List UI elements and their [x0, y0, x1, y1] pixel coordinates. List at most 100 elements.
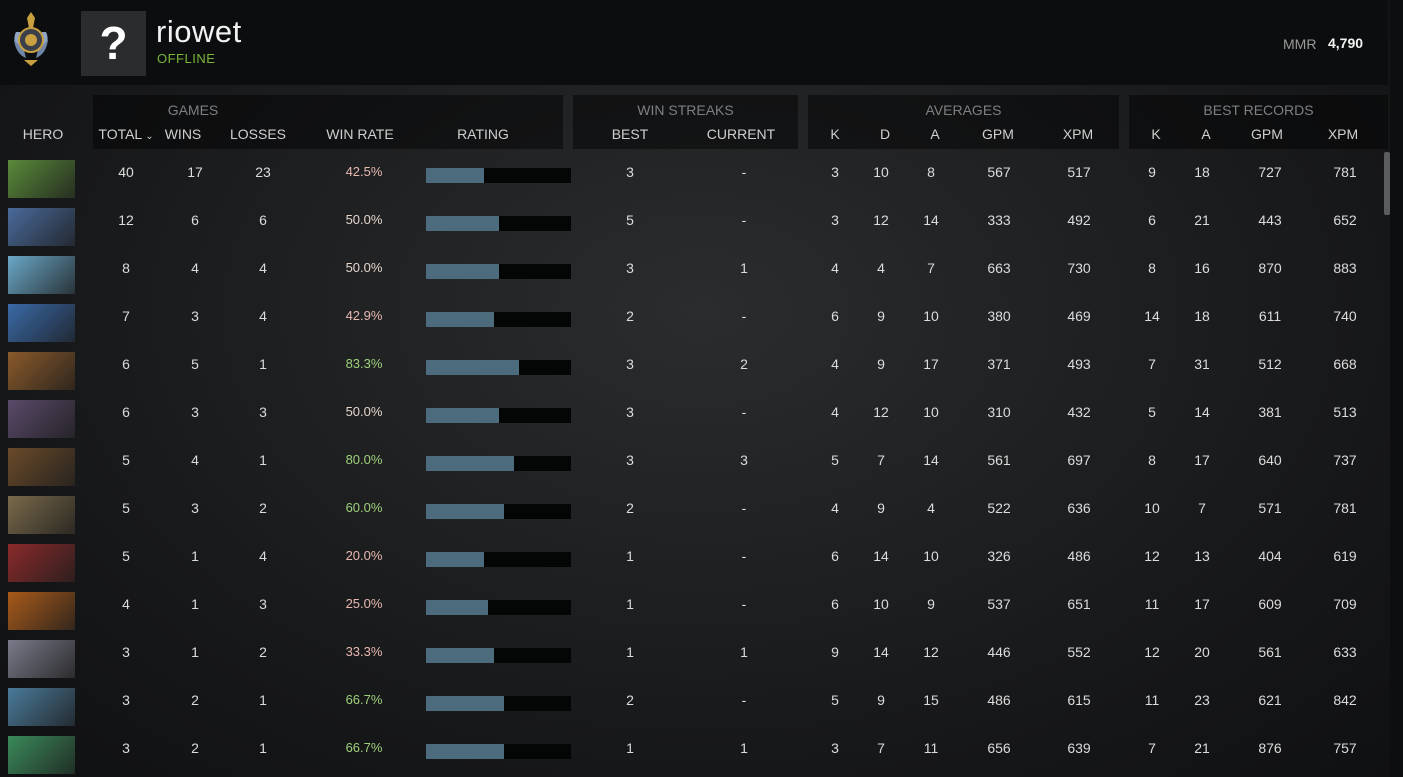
cell-best: 1 [626, 740, 634, 756]
table-row[interactable]: 5 4 1 80.0% 3 3 5 7 14 561 697 8 17 640 737 [0, 440, 1388, 488]
cell-d: 10 [873, 164, 889, 180]
col-header-best-streak[interactable]: BEST [611, 126, 649, 142]
hero-portrait[interactable] [8, 544, 75, 582]
cell-total: 12 [118, 212, 134, 228]
table-row[interactable]: 6 3 3 50.0% 3 - 4 12 10 310 432 5 14 381 513 [0, 392, 1388, 440]
cell-losses: 4 [259, 548, 267, 564]
table-row[interactable]: 8 4 4 50.0% 3 1 4 4 7 663 730 8 16 870 883 [0, 248, 1388, 296]
cell-a: 8 [927, 164, 935, 180]
cell-gpm: 380 [987, 308, 1011, 324]
cell-xpm: 639 [1067, 740, 1091, 756]
hero-portrait[interactable] [8, 304, 75, 342]
cell-k: 3 [831, 740, 839, 756]
cell-total: 3 [122, 692, 130, 708]
cell-a: 4 [927, 500, 935, 516]
table-row[interactable]: 40 17 23 42.5% 3 - 3 10 8 567 517 9 18 727 781 [0, 152, 1388, 200]
col-header-win-rate[interactable]: WIN RATE [326, 126, 394, 142]
col-header-best-a[interactable]: A [1201, 126, 1211, 142]
rating-bar-fill [426, 216, 499, 231]
cell-losses: 23 [255, 164, 271, 180]
hero-portrait[interactable] [8, 496, 75, 534]
table-row[interactable]: 3 1 2 33.3% 1 1 9 14 12 446 552 12 20 561 633 [0, 632, 1388, 680]
col-header-avg-xpm[interactable]: XPM [1062, 126, 1094, 142]
cell-current: - [741, 164, 747, 180]
cell-current: - [741, 596, 747, 612]
rating-bar-fill [426, 648, 495, 663]
avatar[interactable]: ? [81, 11, 146, 76]
hero-portrait[interactable] [8, 592, 75, 630]
rating-bar [426, 648, 571, 663]
cell-losses: 2 [259, 500, 267, 516]
table-row[interactable]: 4 1 3 25.0% 1 - 6 10 9 537 651 11 17 609 709 [0, 584, 1388, 632]
cell-gpm: 326 [987, 548, 1011, 564]
col-header-wins[interactable]: WINS [164, 126, 202, 142]
col-header-hero[interactable]: HERO [22, 126, 64, 142]
cell-current: - [741, 212, 747, 228]
table-row[interactable]: 3 2 1 66.7% 2 - 5 9 15 486 615 11 23 621 842 [0, 680, 1388, 728]
cell-ba: 13 [1194, 548, 1210, 564]
cell-bxpm: 633 [1333, 644, 1357, 660]
cell-bgpm: 381 [1258, 404, 1282, 420]
cell-d: 4 [877, 260, 885, 276]
cell-k: 6 [831, 308, 839, 324]
col-header-avg-gpm[interactable]: GPM [982, 126, 1014, 142]
cell-bxpm: 652 [1333, 212, 1357, 228]
rating-bar [426, 216, 571, 231]
hero-portrait[interactable] [8, 208, 75, 246]
cell-bgpm: 870 [1258, 260, 1282, 276]
col-header-best-xpm[interactable]: XPM [1327, 126, 1359, 142]
rating-bar-fill [426, 408, 499, 423]
hero-portrait[interactable] [8, 688, 75, 726]
cell-gpm: 561 [987, 452, 1011, 468]
hero-portrait[interactable] [8, 448, 75, 486]
cell-a: 14 [923, 212, 939, 228]
scrollbar-thumb[interactable] [1384, 152, 1390, 215]
col-header-best-k[interactable]: K [1151, 126, 1161, 142]
col-header-avg-k[interactable]: K [830, 126, 840, 142]
cell-wins: 3 [191, 500, 199, 516]
cell-win-rate: 80.0% [345, 452, 383, 467]
cell-wins: 1 [191, 548, 199, 564]
col-header-rating[interactable]: RATING [457, 126, 509, 142]
col-header-current-streak[interactable]: CURRENT [706, 126, 776, 142]
table-row[interactable]: 5 3 2 60.0% 2 - 4 9 4 522 636 10 7 571 781 [0, 488, 1388, 536]
col-header-total[interactable]: TOTAL ⌄ [92, 126, 160, 142]
table-row[interactable]: 5 1 4 20.0% 1-6 14 10 326 486 12 13 404 619 [0, 536, 1388, 584]
cell-d: 12 [873, 212, 889, 228]
col-header-avg-d[interactable]: D [879, 126, 891, 142]
cell-xpm: 730 [1067, 260, 1091, 276]
rating-bar [426, 456, 571, 471]
cell-d: 14 [873, 548, 889, 564]
table-row[interactable]: 7 3 4 42.9% 2 - 6 9 10 380 469 14 18 611 740 [0, 296, 1388, 344]
cell-total: 6 [122, 404, 130, 420]
cell-k: 4 [831, 260, 839, 276]
hero-portrait[interactable] [8, 400, 75, 438]
col-header-losses[interactable]: LOSSES [229, 126, 287, 142]
col-header-best-gpm[interactable]: GPM [1251, 126, 1283, 142]
hero-portrait[interactable] [8, 640, 75, 678]
hero-portrait[interactable] [8, 736, 75, 774]
table-row[interactable]: 12 6 6 50.0% 5 - 3 12 14 333 492 6 21 443 652 [0, 200, 1388, 248]
hero-portrait[interactable] [8, 160, 75, 198]
table-row[interactable]: 3 2 1 66.7% 1 1 3 7 11 656 639 7 21 876 757 [0, 728, 1388, 776]
cell-best: 3 [626, 164, 634, 180]
cell-bxpm: 513 [1333, 404, 1357, 420]
cell-total: 40 [118, 164, 134, 180]
cell-best: 2 [626, 692, 634, 708]
cell-d: 9 [877, 308, 885, 324]
cell-win-rate: 42.9% [345, 308, 383, 323]
hero-portrait[interactable] [8, 256, 75, 294]
cell-wins: 3 [191, 308, 199, 324]
cell-d: 12 [873, 404, 889, 420]
cell-win-rate: 60.0% [345, 500, 383, 515]
cell-bxpm: 883 [1333, 260, 1357, 276]
col-header-avg-a[interactable]: A [930, 126, 940, 142]
rating-bar-fill [426, 504, 505, 519]
cell-current: - [741, 308, 747, 324]
cell-bk: 8 [1148, 452, 1156, 468]
table-row[interactable]: 6 5 1 83.3% 3 2 4 9 17 371 493 7 31 512 668 [0, 344, 1388, 392]
cell-xpm: 697 [1067, 452, 1091, 468]
hero-portrait[interactable] [8, 352, 75, 390]
rating-bar-fill [426, 600, 489, 615]
cell-best: 2 [626, 500, 634, 516]
